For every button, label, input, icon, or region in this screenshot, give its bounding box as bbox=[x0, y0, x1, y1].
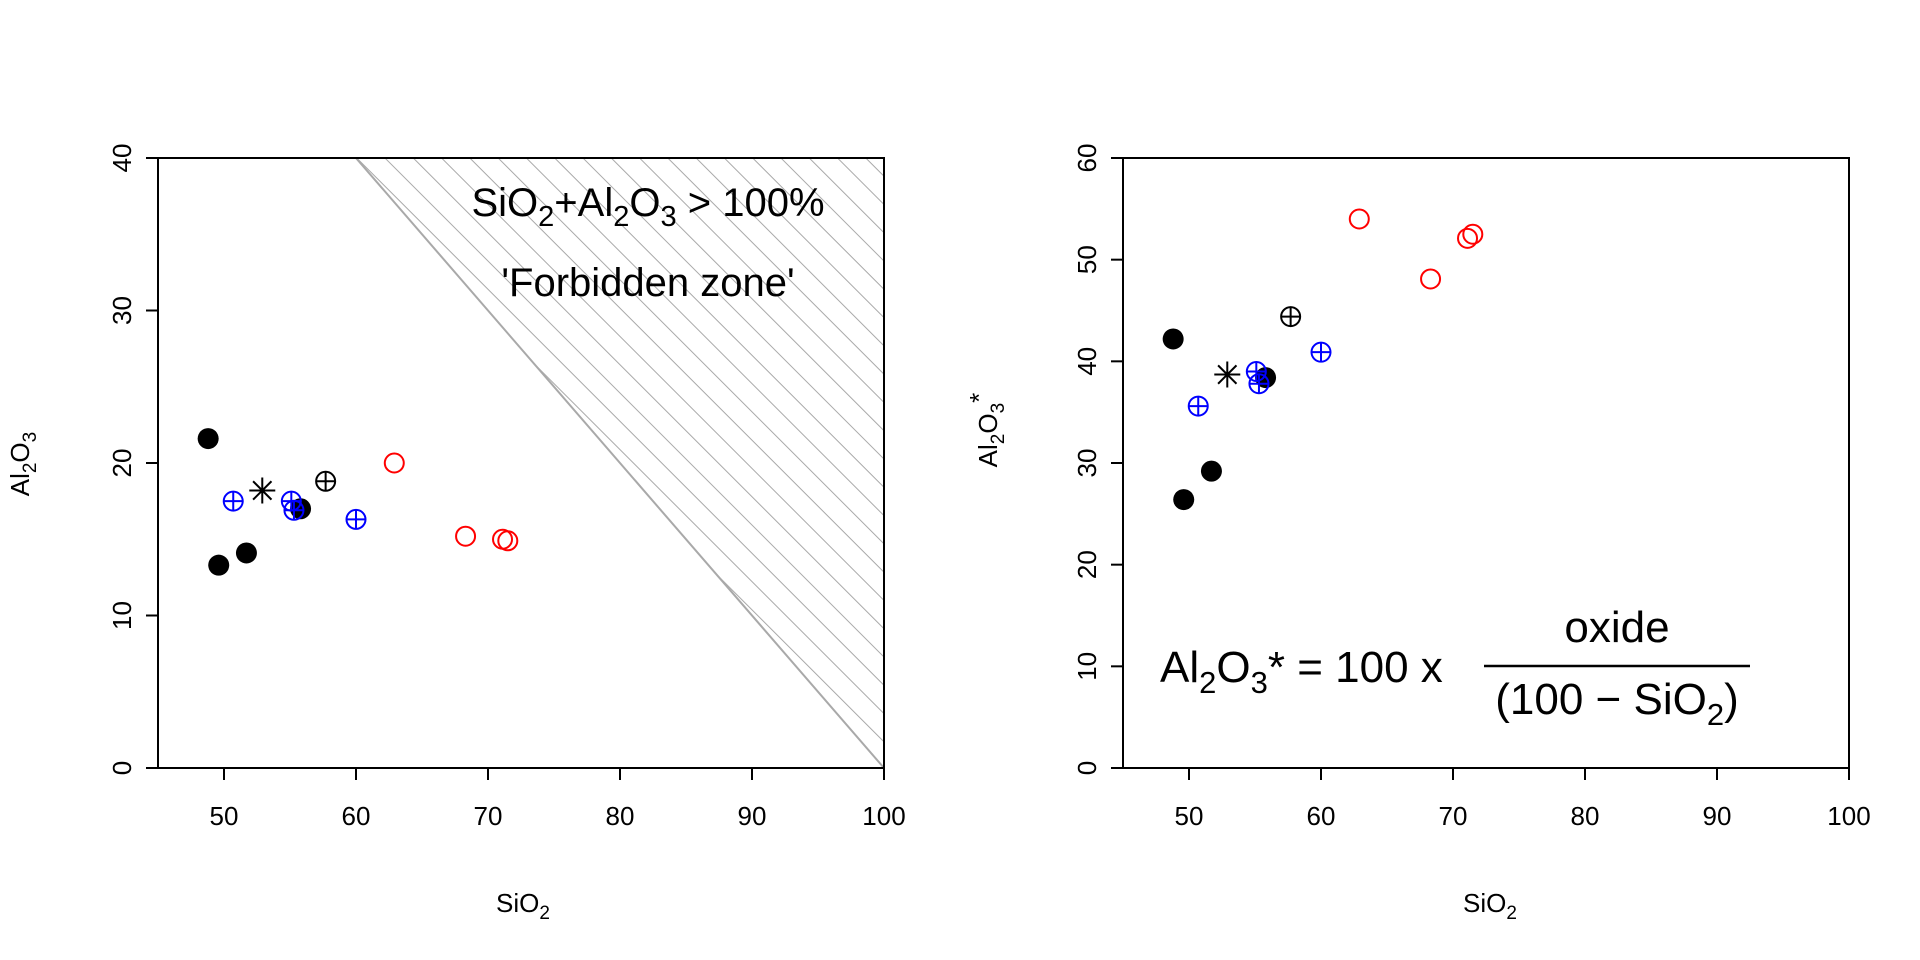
right-y-tick-labels: 0 10 20 30 40 50 60 bbox=[1072, 144, 1102, 776]
y-tick-label: 20 bbox=[107, 449, 137, 478]
x-tick-label: 50 bbox=[1175, 801, 1204, 831]
formula-denominator: (100 − SiO2) bbox=[1495, 675, 1738, 732]
basalt-point bbox=[197, 428, 219, 450]
y-tick-label: 0 bbox=[107, 761, 137, 775]
y-tick-label: 40 bbox=[107, 144, 137, 173]
x-tick-label: 100 bbox=[1827, 801, 1870, 831]
x-tick-label: 50 bbox=[210, 801, 239, 831]
formula-lhs: Al2O3* = 100 x bbox=[1160, 643, 1443, 700]
y-tick-label: 10 bbox=[107, 601, 137, 630]
x-tick-label: 100 bbox=[862, 801, 905, 831]
left-x-axis-label: SiO2 bbox=[496, 888, 550, 924]
rhyolite-point bbox=[1348, 208, 1370, 230]
rhyolite-point bbox=[383, 452, 405, 474]
reference-point bbox=[315, 470, 337, 492]
formula-numerator: oxide bbox=[1564, 603, 1669, 652]
left-y-tick-labels: 0 10 20 30 40 bbox=[107, 144, 137, 776]
left-tick-marks bbox=[146, 157, 885, 780]
andesite-point bbox=[222, 490, 244, 512]
andesite-point bbox=[283, 499, 305, 521]
x-tick-label: 80 bbox=[606, 801, 635, 831]
formula: Al2O3* = 100 x oxide (100 − SiO2) bbox=[1160, 603, 1750, 732]
x-tick-label: 60 bbox=[1307, 801, 1336, 831]
average-point bbox=[249, 477, 276, 504]
reference-point bbox=[1280, 306, 1302, 328]
andesite-point bbox=[345, 508, 367, 530]
right-tick-marks bbox=[1111, 157, 1850, 780]
andesite-point bbox=[1248, 373, 1270, 395]
y-tick-label: 40 bbox=[1072, 347, 1102, 376]
marker-cross bbox=[223, 491, 243, 511]
left-panel: 50 60 70 80 90 100 0 10 20 30 40 SiO2 Al… bbox=[5, 144, 906, 924]
x-tick-label: 80 bbox=[1571, 801, 1600, 831]
rhyolite-point bbox=[1420, 268, 1442, 290]
marker-cross bbox=[1311, 342, 1331, 362]
marker-cross bbox=[1246, 362, 1266, 381]
forbidden-zone-title: SiO2+Al2O3 > 100% bbox=[471, 181, 824, 233]
marker-cross bbox=[316, 471, 336, 491]
y-tick-label: 60 bbox=[1072, 144, 1102, 173]
rhyolite-point bbox=[455, 525, 477, 547]
average-point bbox=[1214, 361, 1241, 388]
andesite-point bbox=[1187, 395, 1209, 417]
x-tick-label: 90 bbox=[1703, 801, 1732, 831]
y-tick-label: 0 bbox=[1072, 761, 1102, 775]
basalt-point bbox=[1200, 460, 1222, 482]
rhyolite-point bbox=[497, 530, 519, 552]
forbidden-zone bbox=[353, 157, 885, 771]
y-tick-label: 20 bbox=[1072, 550, 1102, 579]
andesite-point bbox=[1310, 341, 1332, 363]
y-tick-label: 30 bbox=[107, 296, 137, 325]
x-tick-label: 90 bbox=[738, 801, 767, 831]
right-points bbox=[1162, 208, 1484, 511]
y-tick-label: 50 bbox=[1072, 245, 1102, 274]
andesite-point bbox=[1245, 361, 1267, 382]
left-plot-frame bbox=[157, 157, 885, 769]
rhyolite-point bbox=[1462, 223, 1484, 245]
basalt-point bbox=[1173, 489, 1195, 511]
basalt-point bbox=[235, 542, 257, 564]
forbidden-zone-label: 'Forbidden zone' bbox=[501, 261, 794, 305]
y-tick-label: 30 bbox=[1072, 449, 1102, 478]
x-tick-label: 60 bbox=[342, 801, 371, 831]
rhyolite-point bbox=[1457, 227, 1479, 249]
x-tick-label: 70 bbox=[1439, 801, 1468, 831]
basalt-point bbox=[1162, 328, 1184, 350]
marker-cross bbox=[1281, 307, 1301, 327]
marker-cross bbox=[1249, 374, 1269, 394]
marker-cross bbox=[346, 509, 366, 529]
right-x-axis-label: SiO2 bbox=[1463, 888, 1517, 924]
right-x-tick-labels: 50 60 70 80 90 100 bbox=[1175, 801, 1871, 831]
x-tick-label: 70 bbox=[474, 801, 503, 831]
marker-cross bbox=[1188, 396, 1208, 416]
right-plot-frame bbox=[1122, 157, 1850, 769]
left-points bbox=[197, 428, 519, 576]
marker-cross bbox=[284, 500, 304, 520]
basalt-point bbox=[208, 554, 230, 576]
left-x-tick-labels: 50 60 70 80 90 100 bbox=[210, 801, 906, 831]
right-panel: 50 60 70 80 90 100 0 10 20 30 40 50 60 S… bbox=[964, 144, 1871, 924]
y-tick-label: 10 bbox=[1072, 652, 1102, 681]
left-y-axis-label: Al2O3 bbox=[5, 432, 41, 497]
right-y-axis-label: Al2O3* bbox=[964, 393, 1009, 468]
basalt-point bbox=[290, 498, 312, 520]
